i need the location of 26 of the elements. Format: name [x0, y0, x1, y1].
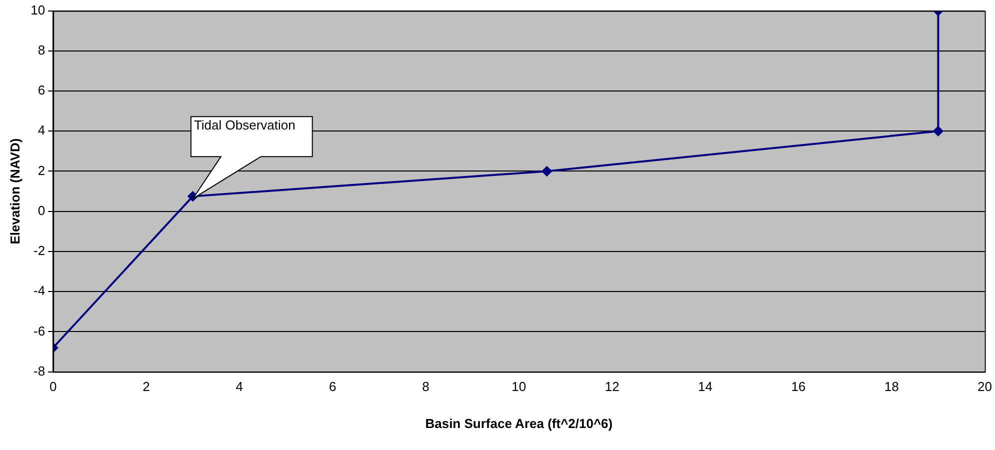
x-tick-label: 12 — [604, 379, 620, 394]
x-axis-title: Basin Surface Area (ft^2/10^6) — [425, 416, 613, 431]
y-tick-label: 6 — [38, 82, 46, 98]
x-tick-label: 16 — [791, 379, 806, 394]
annotation: Tidal Observation — [194, 118, 296, 133]
x-tick-label: 20 — [978, 379, 992, 394]
y-tick-label: 4 — [38, 122, 46, 138]
y-axis-title: Elevation (NAVD) — [7, 138, 22, 244]
y-tick-label: -6 — [33, 323, 46, 338]
x-tick-label: 6 — [328, 379, 336, 394]
point — [933, 126, 944, 136]
x-tick-label: 10 — [512, 379, 526, 394]
y-tick-label: 0 — [38, 202, 46, 218]
y-tick-label: 8 — [38, 42, 46, 58]
y-tick-label: -2 — [33, 243, 46, 258]
y-tick-label: 2 — [38, 162, 46, 178]
y-tick-label: -8 — [33, 363, 46, 378]
x-tick-label: 14 — [698, 379, 712, 394]
x-tick-label: 4 — [236, 379, 244, 394]
y-tick-label: 10 — [30, 2, 46, 18]
y-tick-label: -4 — [33, 283, 46, 298]
x-tick-label: 2 — [142, 379, 150, 394]
x-tick-label: 8 — [422, 379, 430, 394]
x-tick-label: 0 — [49, 379, 57, 394]
x-tick-label: 18 — [884, 379, 899, 394]
point — [542, 166, 552, 176]
